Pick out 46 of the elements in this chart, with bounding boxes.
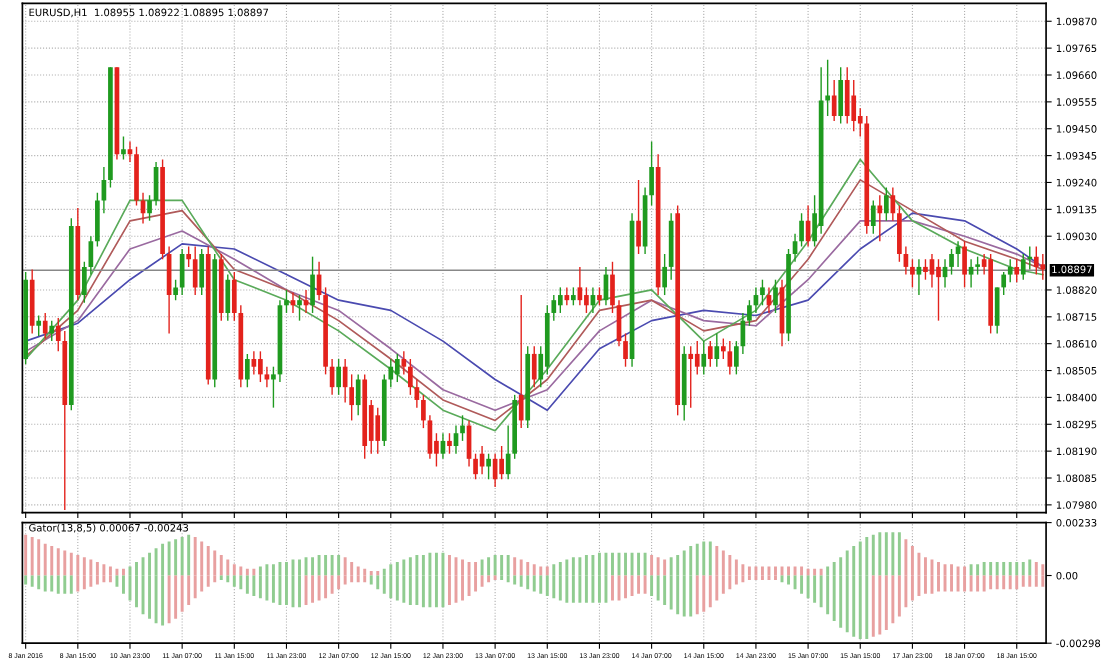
candlestick xyxy=(870,199,876,235)
candlestick xyxy=(688,345,694,409)
candlestick xyxy=(121,135,126,161)
candlestick xyxy=(564,286,570,306)
candlestick xyxy=(773,279,778,314)
candlestick xyxy=(668,212,674,281)
candlestick xyxy=(42,312,48,340)
candlestick xyxy=(877,194,883,243)
candlestick xyxy=(245,353,250,388)
candlestick xyxy=(707,340,713,368)
candlestick xyxy=(557,286,563,314)
candlestick xyxy=(486,453,491,480)
candlestick xyxy=(701,340,707,376)
candlestick xyxy=(923,258,928,281)
candlestick xyxy=(714,332,720,368)
candlestick xyxy=(199,248,205,296)
candlestick xyxy=(1040,253,1046,281)
candlestick xyxy=(36,314,42,337)
candlestick xyxy=(49,319,55,342)
candlestick xyxy=(394,353,400,383)
candlestick xyxy=(225,273,231,322)
candlestick xyxy=(447,432,452,455)
candlestick xyxy=(192,245,198,296)
candlestick xyxy=(1033,245,1039,276)
candlestick xyxy=(531,345,537,388)
candlestick xyxy=(1014,258,1020,283)
candlestick xyxy=(1007,258,1013,283)
candlestick xyxy=(760,279,765,306)
candlestick xyxy=(936,258,941,322)
candlestick xyxy=(838,66,844,125)
candlestick xyxy=(499,445,504,480)
candlestick xyxy=(962,240,967,289)
candlestick xyxy=(518,294,524,429)
candlestick xyxy=(844,66,850,125)
candlestick xyxy=(355,373,361,417)
candlestick xyxy=(883,186,889,222)
candlestick xyxy=(375,406,381,455)
candlestick xyxy=(258,350,263,383)
candlestick xyxy=(297,294,302,322)
candlestick xyxy=(636,179,641,255)
candlestick xyxy=(694,340,700,376)
candlestick xyxy=(29,268,35,335)
candlestick xyxy=(1020,253,1026,281)
candlestick xyxy=(831,79,837,122)
candlestick xyxy=(336,358,341,396)
candlestick xyxy=(310,255,315,314)
